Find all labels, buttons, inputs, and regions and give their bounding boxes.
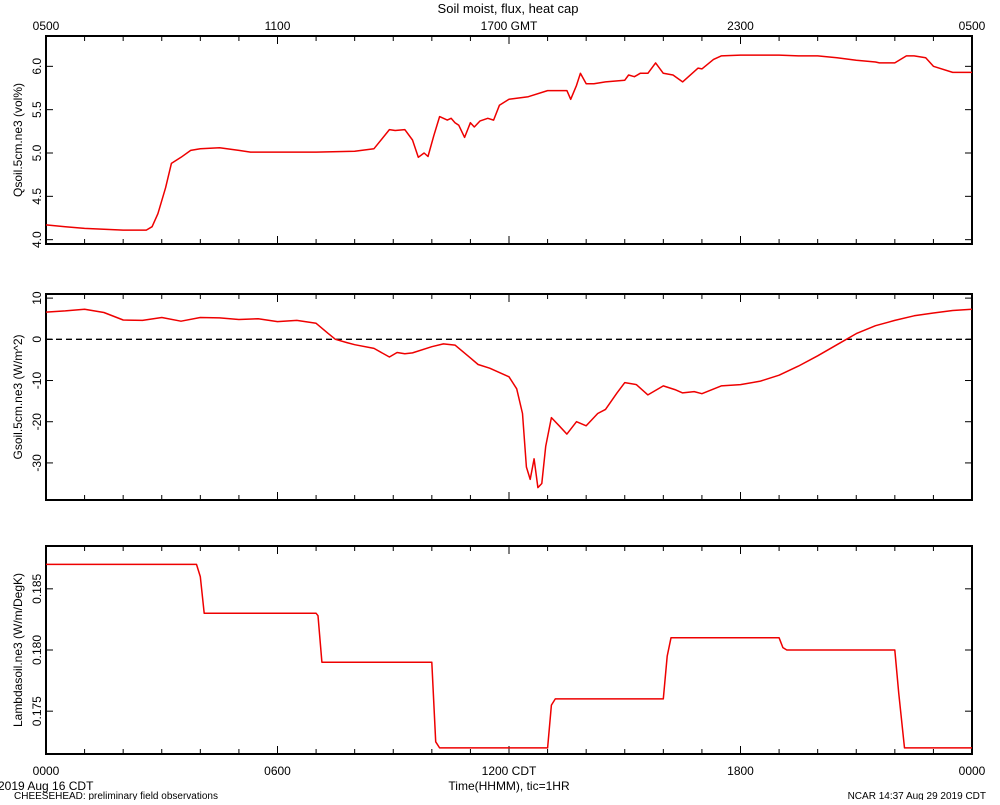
- top-x-tick-label: 0500: [959, 19, 986, 33]
- y-tick-label: 4.5: [30, 188, 44, 205]
- series-line: [45, 54, 972, 231]
- ticks: [45, 294, 973, 500]
- panel-thermal-conductivity: 0000 0600 1200 CDT 1800 0000 0.175 0.180 0.185…: [11, 545, 986, 778]
- y-tick-label: 5.0: [30, 144, 44, 161]
- chart-title: Soil moist, flux, heat cap: [438, 1, 579, 16]
- y-tick-labels: 0.175 0.180 0.185: [30, 573, 44, 726]
- panel-frame-soil-moisture: [45, 35, 973, 245]
- panel-soil-heat-flux: -30 -20 -10 0 10 Gsoil.5cm.ne3 (W/m^2): [11, 291, 973, 501]
- bottom-x-tick-label: 1200 CDT: [482, 764, 537, 778]
- y-tick-label: 0.175: [30, 696, 44, 726]
- y-tick-label: -10: [30, 372, 44, 390]
- series-area: [46, 563, 972, 749]
- bottom-x-tick-label: 0600: [264, 764, 291, 778]
- y-tick-label: -20: [30, 413, 44, 431]
- footer-project: CHEESEHEAD: preliminary field observatio…: [14, 791, 218, 800]
- x-axis-label: Time(HHMM), tic=1HR: [448, 779, 570, 793]
- y-tick-label: 5.5: [30, 101, 44, 118]
- series-area: [45, 308, 973, 489]
- panel-frame-soil-heat-flux: [45, 293, 973, 501]
- top-x-tick-label: 1700 GMT: [481, 19, 538, 33]
- ticks: [45, 36, 973, 244]
- bottom-x-tick-label: 0000: [33, 764, 60, 778]
- series-area: [45, 54, 972, 231]
- y-axis-label-soil-heat-flux: Gsoil.5cm.ne3 (W/m^2): [11, 335, 25, 460]
- footer-date: 2019 Aug 16 CDT: [0, 779, 94, 793]
- y-tick-label: 0.180: [30, 635, 44, 665]
- series-line: [46, 563, 972, 749]
- y-axis-label-thermal-conductivity: Lambdasoil.ne3 (W/m/DegK): [11, 573, 25, 727]
- y-tick-label: 6.0: [30, 58, 44, 75]
- y-tick-labels: 4.0 4.5 5.0 5.5 6.0: [30, 58, 44, 248]
- ticks: [45, 546, 973, 754]
- y-tick-label: 10: [30, 291, 44, 305]
- top-x-tick-label: 2300: [727, 19, 754, 33]
- top-x-tick-label: 1100: [265, 19, 291, 33]
- y-tick-label: 0: [30, 336, 44, 343]
- y-tick-label: 0.185: [30, 573, 44, 603]
- footer-credit: NCAR 14:37 Aug 29 2019 CDT: [848, 791, 986, 800]
- series-line: [45, 308, 973, 489]
- top-x-tick-label: 0500: [33, 19, 60, 33]
- bottom-x-tick-label: 1800: [727, 764, 754, 778]
- y-axis-label-soil-moisture: Qsoil.5cm.ne3 (vol%): [11, 83, 25, 197]
- bottom-x-tick-label: 0000: [959, 764, 986, 778]
- bottom-x-tick-labels: 0000 0600 1200 CDT 1800 0000: [33, 764, 986, 778]
- panel-soil-moisture: 0500 1100 1700 GMT 2300 0500 4.0 4.5 5.0 5.5 6.0…: [11, 19, 986, 248]
- y-tick-labels: -30 -20 -10 0 10: [30, 291, 44, 471]
- y-tick-label: -30: [30, 454, 44, 472]
- y-tick-label: 4.0: [30, 231, 44, 248]
- top-x-tick-labels: 0500 1100 1700 GMT 2300 0500: [33, 19, 986, 33]
